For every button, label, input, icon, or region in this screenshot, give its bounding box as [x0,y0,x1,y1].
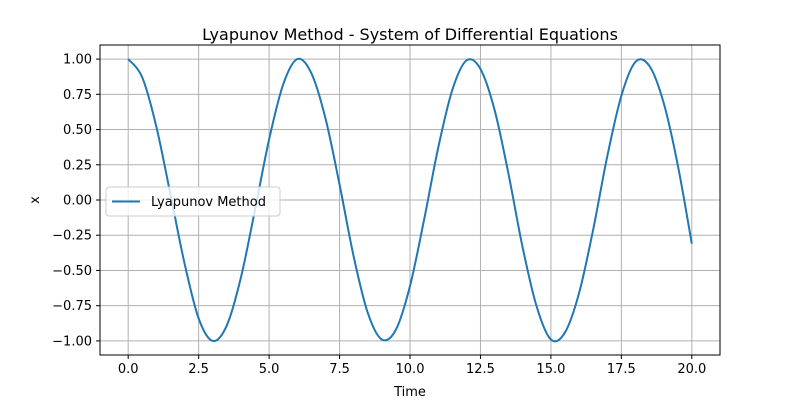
y-tick-label: −0.50 [52,264,92,279]
y-axis-label: x [28,196,43,204]
x-tick-label: 5.0 [259,362,280,377]
x-tick-label: 17.5 [607,362,636,377]
series-line [127,57,693,343]
chart-title: Lyapunov Method - System of Differential… [202,25,618,44]
x-tick-label: 0.0 [118,362,139,377]
y-tick-label: 1.00 [63,53,92,68]
x-axis-label: Time [393,385,426,400]
y-tick-label: 0.25 [63,158,92,173]
y-tick-label: 0.50 [63,123,92,138]
legend: Lyapunov Method [105,186,281,217]
y-axis-ticks: −1.00 −0.75 −0.50 −0.25 0.00 0.25 0.50 0.75 1.00 [52,53,100,349]
y-tick-label: −0.75 [52,299,92,314]
x-tick-label: 12.5 [466,362,495,377]
x-tick-label: 2.5 [188,362,209,377]
y-tick-label: 0.75 [63,88,92,103]
x-tick-label: 7.5 [329,362,350,377]
x-tick-label: 15.0 [536,362,565,377]
grid [100,45,720,355]
x-axis-ticks: 0.0 2.5 5.0 7.5 10.0 12.5 15.0 17.5 20.0 [118,355,706,377]
y-tick-label: 0.00 [63,194,92,209]
x-tick-label: 10.0 [396,362,425,377]
series-layer [127,57,693,343]
legend-box [105,186,281,217]
legend-label: Lyapunov Method [151,195,266,210]
x-tick-label: 20.0 [677,362,706,377]
y-tick-label: −1.00 [52,334,92,349]
y-tick-label: −0.25 [52,229,92,244]
